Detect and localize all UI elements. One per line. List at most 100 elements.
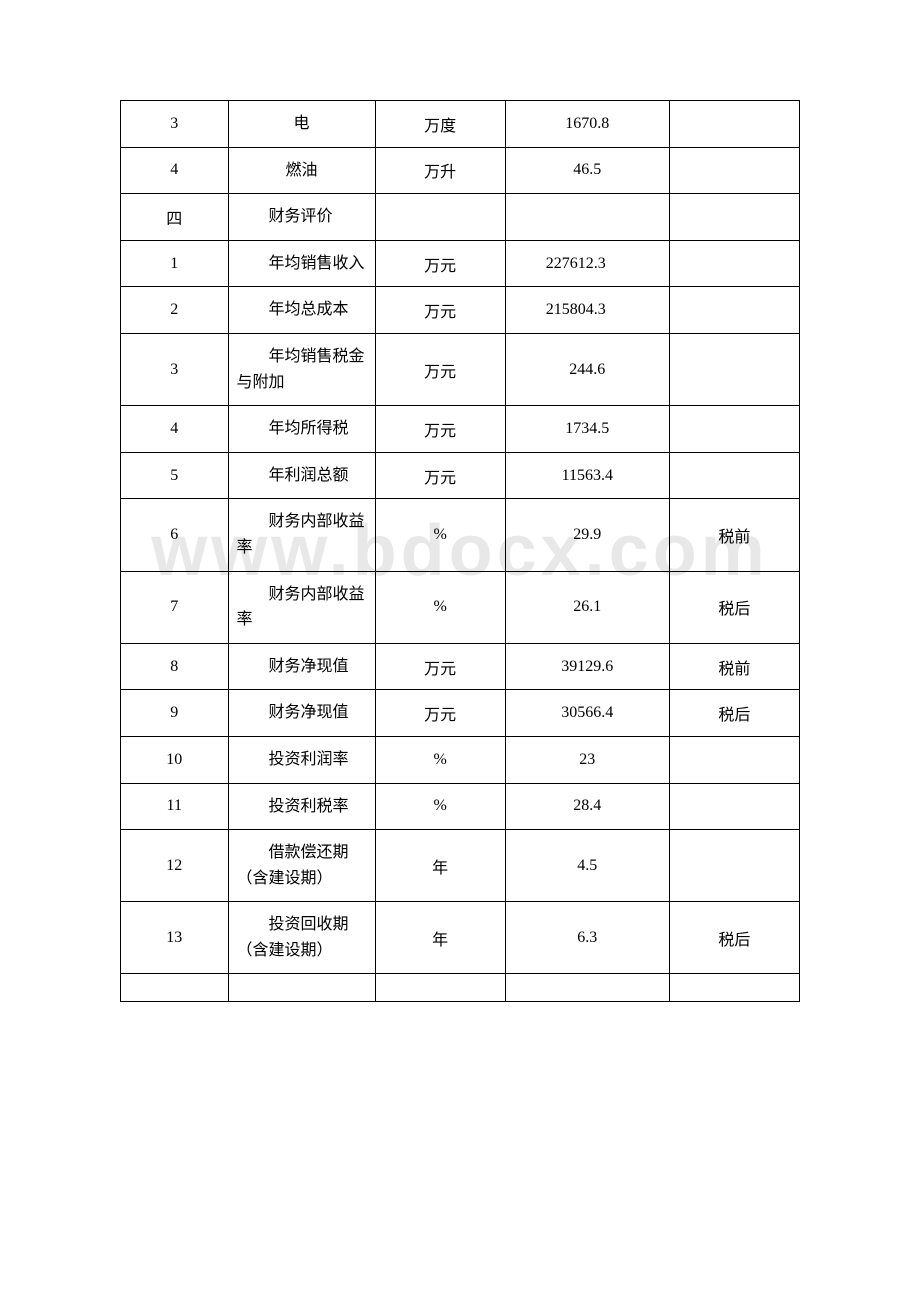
table-row: 7财务内部收益率%26.1税后 xyxy=(121,571,800,643)
cell-index: 四 xyxy=(121,194,229,241)
cell-unit: 万元 xyxy=(375,452,505,499)
cell-unit: 万元 xyxy=(375,287,505,334)
cell-value: 26.1 xyxy=(505,571,669,643)
cell-note xyxy=(669,333,799,405)
cell-unit: 万升 xyxy=(375,147,505,194)
cell-value: 39129.6 xyxy=(505,643,669,690)
table-row: 3电万度1670.8 xyxy=(121,101,800,148)
cell-note xyxy=(669,974,799,1002)
cell-unit: % xyxy=(375,499,505,571)
cell-name: 投资回收期（含建设期） xyxy=(228,902,375,974)
cell-name: 年均销售税金与附加 xyxy=(228,333,375,405)
cell-unit: 万元 xyxy=(375,643,505,690)
cell-value: 11563.4 xyxy=(505,452,669,499)
cell-value: 227612.3 xyxy=(505,240,669,287)
table-row: 10投资利润率%23 xyxy=(121,736,800,783)
cell-value: 6.3 xyxy=(505,902,669,974)
cell-index: 3 xyxy=(121,333,229,405)
table-row: 6财务内部收益率%29.9税前 xyxy=(121,499,800,571)
cell-note xyxy=(669,452,799,499)
cell-note xyxy=(669,783,799,830)
cell-value: 4.5 xyxy=(505,830,669,902)
table-body: 3电万度1670.84燃油万升46.5四财务评价1年均销售收入万元227612.… xyxy=(121,101,800,1002)
cell-unit: 万元 xyxy=(375,690,505,737)
cell-name: 投资利润率 xyxy=(228,736,375,783)
cell-note xyxy=(669,287,799,334)
cell-name: 财务净现值 xyxy=(228,690,375,737)
cell-index: 6 xyxy=(121,499,229,571)
cell-note: 税后 xyxy=(669,571,799,643)
cell-name: 财务评价 xyxy=(228,194,375,241)
table-row: 8财务净现值万元39129.6税前 xyxy=(121,643,800,690)
cell-note xyxy=(669,147,799,194)
cell-note: 税前 xyxy=(669,643,799,690)
cell-index: 2 xyxy=(121,287,229,334)
cell-value: 23 xyxy=(505,736,669,783)
cell-index: 5 xyxy=(121,452,229,499)
cell-note xyxy=(669,194,799,241)
cell-index: 3 xyxy=(121,101,229,148)
cell-unit: 万度 xyxy=(375,101,505,148)
cell-index: 8 xyxy=(121,643,229,690)
cell-name: 年均总成本 xyxy=(228,287,375,334)
cell-index: 9 xyxy=(121,690,229,737)
cell-value: 1670.8 xyxy=(505,101,669,148)
cell-name: 电 xyxy=(228,101,375,148)
financial-table: 3电万度1670.84燃油万升46.5四财务评价1年均销售收入万元227612.… xyxy=(120,100,800,1002)
cell-index: 12 xyxy=(121,830,229,902)
cell-value: 29.9 xyxy=(505,499,669,571)
cell-unit xyxy=(375,194,505,241)
cell-index: 1 xyxy=(121,240,229,287)
cell-value: 1734.5 xyxy=(505,406,669,453)
cell-index: 4 xyxy=(121,406,229,453)
cell-note xyxy=(669,736,799,783)
cell-value: 30566.4 xyxy=(505,690,669,737)
cell-index: 11 xyxy=(121,783,229,830)
table-row: 5年利润总额万元11563.4 xyxy=(121,452,800,499)
cell-note: 税后 xyxy=(669,690,799,737)
cell-name: 财务内部收益率 xyxy=(228,499,375,571)
cell-note xyxy=(669,240,799,287)
cell-index: 10 xyxy=(121,736,229,783)
table-row: 四财务评价 xyxy=(121,194,800,241)
table-row: 9财务净现值万元30566.4税后 xyxy=(121,690,800,737)
table-row: 13投资回收期（含建设期）年6.3税后 xyxy=(121,902,800,974)
cell-unit: 万元 xyxy=(375,406,505,453)
cell-unit: 年 xyxy=(375,902,505,974)
cell-name: 投资利税率 xyxy=(228,783,375,830)
cell-unit: 万元 xyxy=(375,240,505,287)
cell-note xyxy=(669,830,799,902)
table-row: 4燃油万升46.5 xyxy=(121,147,800,194)
cell-index xyxy=(121,974,229,1002)
table-row: 2年均总成本万元215804.3 xyxy=(121,287,800,334)
cell-index: 4 xyxy=(121,147,229,194)
table-row: 11投资利税率%28.4 xyxy=(121,783,800,830)
table-row xyxy=(121,974,800,1002)
table-row: 12借款偿还期（含建设期）年4.5 xyxy=(121,830,800,902)
cell-value xyxy=(505,974,669,1002)
cell-unit: 万元 xyxy=(375,333,505,405)
cell-name: 财务内部收益率 xyxy=(228,571,375,643)
cell-unit: % xyxy=(375,571,505,643)
cell-index: 7 xyxy=(121,571,229,643)
cell-name: 年均销售收入 xyxy=(228,240,375,287)
cell-name: 燃油 xyxy=(228,147,375,194)
cell-note xyxy=(669,406,799,453)
cell-note: 税前 xyxy=(669,499,799,571)
cell-unit: 年 xyxy=(375,830,505,902)
cell-unit: % xyxy=(375,783,505,830)
cell-value: 28.4 xyxy=(505,783,669,830)
cell-value: 215804.3 xyxy=(505,287,669,334)
cell-value: 46.5 xyxy=(505,147,669,194)
table-row: 1年均销售收入万元227612.3 xyxy=(121,240,800,287)
cell-unit: % xyxy=(375,736,505,783)
cell-name: 年均所得税 xyxy=(228,406,375,453)
cell-index: 13 xyxy=(121,902,229,974)
table-row: 4年均所得税万元1734.5 xyxy=(121,406,800,453)
cell-note: 税后 xyxy=(669,902,799,974)
cell-unit xyxy=(375,974,505,1002)
cell-value: 244.6 xyxy=(505,333,669,405)
cell-name xyxy=(228,974,375,1002)
cell-name: 财务净现值 xyxy=(228,643,375,690)
cell-name: 借款偿还期（含建设期） xyxy=(228,830,375,902)
